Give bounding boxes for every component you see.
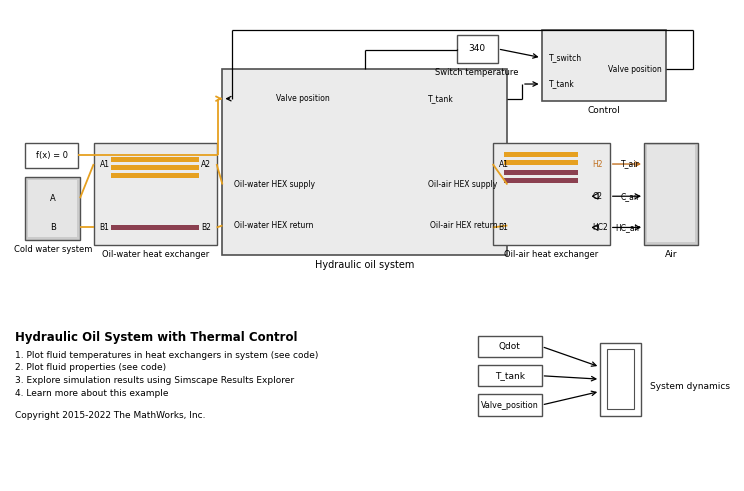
Text: T_tank: T_tank bbox=[495, 371, 525, 380]
Text: H2: H2 bbox=[592, 160, 603, 168]
Text: HC_air: HC_air bbox=[615, 223, 640, 232]
Text: System dynamics: System dynamics bbox=[650, 382, 730, 391]
Bar bbox=[112, 157, 199, 162]
Text: Valve position: Valve position bbox=[276, 94, 330, 103]
Bar bbox=[478, 394, 542, 416]
Bar bbox=[28, 180, 77, 237]
Text: Oil-water heat exchanger: Oil-water heat exchanger bbox=[101, 250, 209, 259]
Bar bbox=[478, 365, 542, 386]
Bar bbox=[504, 160, 577, 165]
Text: Oil-water HEX supply: Oil-water HEX supply bbox=[234, 180, 315, 189]
Text: Oil-water HEX return: Oil-water HEX return bbox=[234, 221, 313, 230]
Text: 340: 340 bbox=[469, 44, 486, 54]
Text: B2: B2 bbox=[201, 223, 211, 232]
Bar bbox=[457, 35, 498, 62]
Text: A: A bbox=[50, 193, 56, 203]
Text: Air: Air bbox=[664, 250, 677, 259]
Text: Hydraulic Oil System with Thermal Control: Hydraulic Oil System with Thermal Contro… bbox=[15, 331, 297, 344]
Text: 2. Plot fluid properties (see code): 2. Plot fluid properties (see code) bbox=[15, 363, 166, 373]
Text: T_tank: T_tank bbox=[549, 80, 575, 88]
Text: C_air: C_air bbox=[620, 191, 640, 201]
Bar bbox=[25, 142, 78, 168]
Bar bbox=[504, 178, 577, 183]
Text: B: B bbox=[50, 223, 56, 232]
Text: T_air: T_air bbox=[621, 160, 640, 168]
Text: f(x) = 0: f(x) = 0 bbox=[36, 151, 68, 160]
Text: Oil-air HEX supply: Oil-air HEX supply bbox=[429, 180, 498, 189]
Bar bbox=[25, 177, 80, 240]
Text: A2: A2 bbox=[201, 160, 211, 168]
Bar bbox=[222, 69, 507, 255]
Text: Copyright 2015-2022 The MathWorks, Inc.: Copyright 2015-2022 The MathWorks, Inc. bbox=[15, 411, 205, 420]
Text: A1: A1 bbox=[498, 160, 509, 168]
Bar bbox=[478, 336, 542, 357]
Bar bbox=[542, 30, 667, 101]
Bar bbox=[94, 142, 217, 245]
Bar bbox=[493, 142, 610, 245]
Bar bbox=[647, 145, 695, 242]
Text: Hydraulic oil system: Hydraulic oil system bbox=[315, 260, 414, 270]
Text: 3. Explore simulation results using Simscape Results Explorer: 3. Explore simulation results using Sims… bbox=[15, 376, 294, 385]
Text: C2: C2 bbox=[592, 191, 602, 201]
Bar bbox=[600, 343, 641, 416]
Text: Valve_position: Valve_position bbox=[481, 401, 539, 409]
Text: Control: Control bbox=[588, 106, 620, 115]
Text: Switch temperature: Switch temperature bbox=[435, 68, 519, 77]
Text: Valve position: Valve position bbox=[608, 65, 661, 74]
Text: Oil-air heat exchanger: Oil-air heat exchanger bbox=[504, 250, 598, 259]
Text: 1. Plot fluid temperatures in heat exchangers in system (see code): 1. Plot fluid temperatures in heat excha… bbox=[15, 351, 318, 360]
Text: B1: B1 bbox=[100, 223, 109, 232]
Text: Qdot: Qdot bbox=[499, 342, 521, 351]
Text: Cold water system: Cold water system bbox=[13, 246, 92, 254]
Text: B1: B1 bbox=[498, 223, 508, 232]
Text: HC2: HC2 bbox=[592, 223, 608, 232]
Text: 4. Learn more about this example: 4. Learn more about this example bbox=[15, 389, 168, 398]
Bar bbox=[607, 350, 634, 409]
Text: T_switch: T_switch bbox=[549, 53, 583, 62]
Text: T_tank: T_tank bbox=[428, 94, 454, 103]
Bar bbox=[644, 142, 698, 245]
Text: Oil-air HEX return: Oil-air HEX return bbox=[430, 221, 498, 230]
Text: A1: A1 bbox=[100, 160, 109, 168]
Bar bbox=[112, 165, 199, 170]
Bar bbox=[112, 173, 199, 178]
Bar bbox=[504, 170, 577, 175]
Bar bbox=[504, 152, 577, 157]
Bar bbox=[112, 225, 199, 230]
